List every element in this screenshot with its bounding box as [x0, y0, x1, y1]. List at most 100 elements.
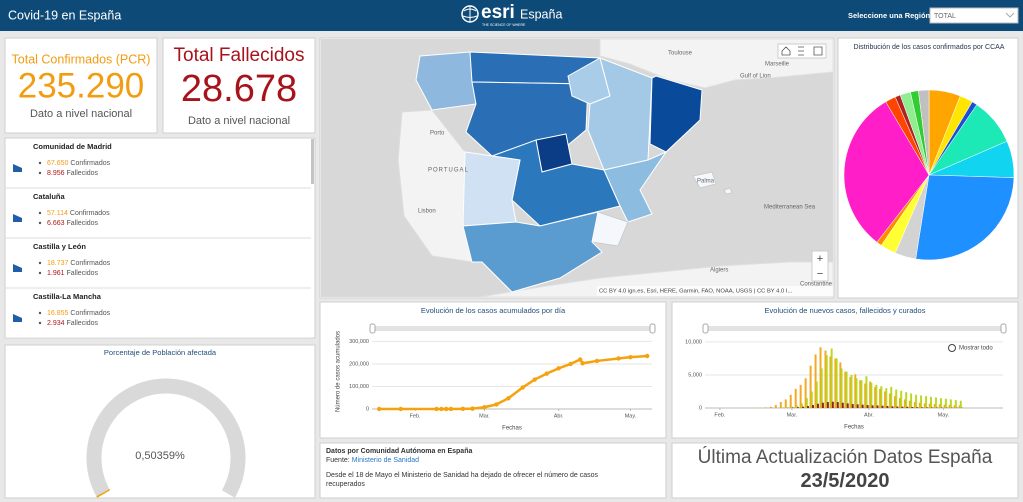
zoom-in[interactable]: +: [817, 253, 823, 265]
bar[interactable]: [910, 393, 913, 408]
bar[interactable]: [779, 402, 782, 408]
bar[interactable]: [794, 388, 797, 408]
bar[interactable]: [959, 400, 962, 408]
bar[interactable]: [797, 407, 800, 408]
point[interactable]: [568, 361, 573, 367]
bar[interactable]: [890, 386, 893, 408]
bar[interactable]: [875, 384, 878, 408]
bar[interactable]: [905, 392, 908, 408]
point[interactable]: [580, 361, 585, 366]
point[interactable]: [443, 406, 449, 412]
region[interactable]: [603, 150, 668, 223]
bar[interactable]: [834, 358, 837, 408]
bar[interactable]: [795, 405, 798, 408]
bar[interactable]: [926, 407, 929, 408]
bar[interactable]: [802, 406, 805, 408]
bar[interactable]: [895, 389, 898, 409]
bar[interactable]: [879, 388, 882, 408]
bar[interactable]: [810, 391, 813, 408]
dropdown-caret[interactable]: [1005, 12, 1015, 18]
bar[interactable]: [846, 403, 849, 408]
bar[interactable]: [911, 407, 914, 408]
bar[interactable]: [944, 398, 947, 408]
point[interactable]: [376, 406, 382, 412]
bar[interactable]: [815, 381, 818, 408]
bar[interactable]: [807, 406, 810, 408]
point[interactable]: [556, 366, 561, 371]
bar[interactable]: [839, 362, 842, 408]
region[interactable]: [462, 151, 521, 227]
bar[interactable]: [949, 399, 952, 408]
range-slider[interactable]: [703, 326, 1005, 331]
bar[interactable]: [829, 356, 832, 408]
point[interactable]: [434, 406, 439, 412]
bar[interactable]: [805, 398, 808, 408]
region-select[interactable]: [929, 7, 1019, 24]
zoom-control[interactable]: [811, 250, 829, 282]
bar[interactable]: [934, 397, 937, 408]
bar[interactable]: [880, 386, 883, 408]
bar[interactable]: [869, 381, 872, 408]
bar[interactable]: [884, 391, 887, 408]
bar[interactable]: [894, 396, 897, 408]
bar[interactable]: [769, 406, 772, 408]
bar[interactable]: [918, 402, 921, 408]
bar[interactable]: [864, 383, 867, 408]
bar[interactable]: [784, 399, 787, 408]
map-tool-icons[interactable]: [781, 46, 823, 56]
point[interactable]: [578, 357, 583, 362]
bar[interactable]: [928, 403, 931, 408]
region-value[interactable]: TOTAL: [934, 13, 956, 20]
bar[interactable]: [845, 371, 848, 408]
bar[interactable]: [830, 348, 833, 408]
bar[interactable]: [906, 406, 909, 408]
zoom-button[interactable]: Mostrar todo: [959, 346, 993, 352]
bar[interactable]: [915, 394, 918, 408]
bar[interactable]: [821, 402, 824, 408]
point[interactable]: [616, 356, 621, 361]
point[interactable]: [494, 402, 499, 407]
bar[interactable]: [836, 402, 839, 408]
point[interactable]: [470, 406, 475, 411]
point[interactable]: [544, 371, 549, 376]
bar[interactable]: [953, 405, 956, 408]
bar[interactable]: [900, 390, 903, 408]
bar[interactable]: [860, 380, 863, 408]
bar[interactable]: [809, 365, 812, 408]
bar[interactable]: [850, 374, 853, 408]
bar[interactable]: [874, 386, 877, 408]
region[interactable]: [462, 211, 603, 293]
bar[interactable]: [859, 380, 862, 408]
bar[interactable]: [913, 402, 916, 408]
zoom-out[interactable]: −: [817, 268, 823, 280]
bar[interactable]: [790, 406, 793, 408]
map[interactable]: [321, 39, 833, 297]
bar[interactable]: [923, 403, 926, 408]
bar[interactable]: [824, 350, 827, 408]
bar[interactable]: [929, 396, 932, 408]
pie-slice[interactable]: [918, 89, 930, 176]
bar[interactable]: [870, 382, 873, 408]
bar[interactable]: [851, 404, 854, 408]
bar[interactable]: [799, 384, 802, 408]
zoom-icon[interactable]: [948, 344, 956, 352]
bar[interactable]: [920, 395, 923, 408]
bar[interactable]: [943, 404, 946, 408]
bar[interactable]: [948, 405, 951, 408]
bar[interactable]: [840, 368, 843, 408]
slider-handle[interactable]: [649, 323, 656, 334]
point[interactable]: [506, 396, 511, 401]
bar[interactable]: [774, 405, 777, 408]
bar[interactable]: [954, 400, 957, 408]
bar[interactable]: [800, 403, 803, 408]
point[interactable]: [532, 377, 537, 382]
point[interactable]: [594, 358, 600, 364]
bar[interactable]: [925, 396, 928, 408]
source-link[interactable]: Ministerio de Sanidad: [351, 457, 420, 464]
bar[interactable]: [835, 358, 838, 408]
bar[interactable]: [804, 378, 807, 408]
bar[interactable]: [881, 405, 884, 408]
bar[interactable]: [855, 378, 858, 408]
bar[interactable]: [826, 402, 829, 408]
bar[interactable]: [841, 402, 844, 408]
